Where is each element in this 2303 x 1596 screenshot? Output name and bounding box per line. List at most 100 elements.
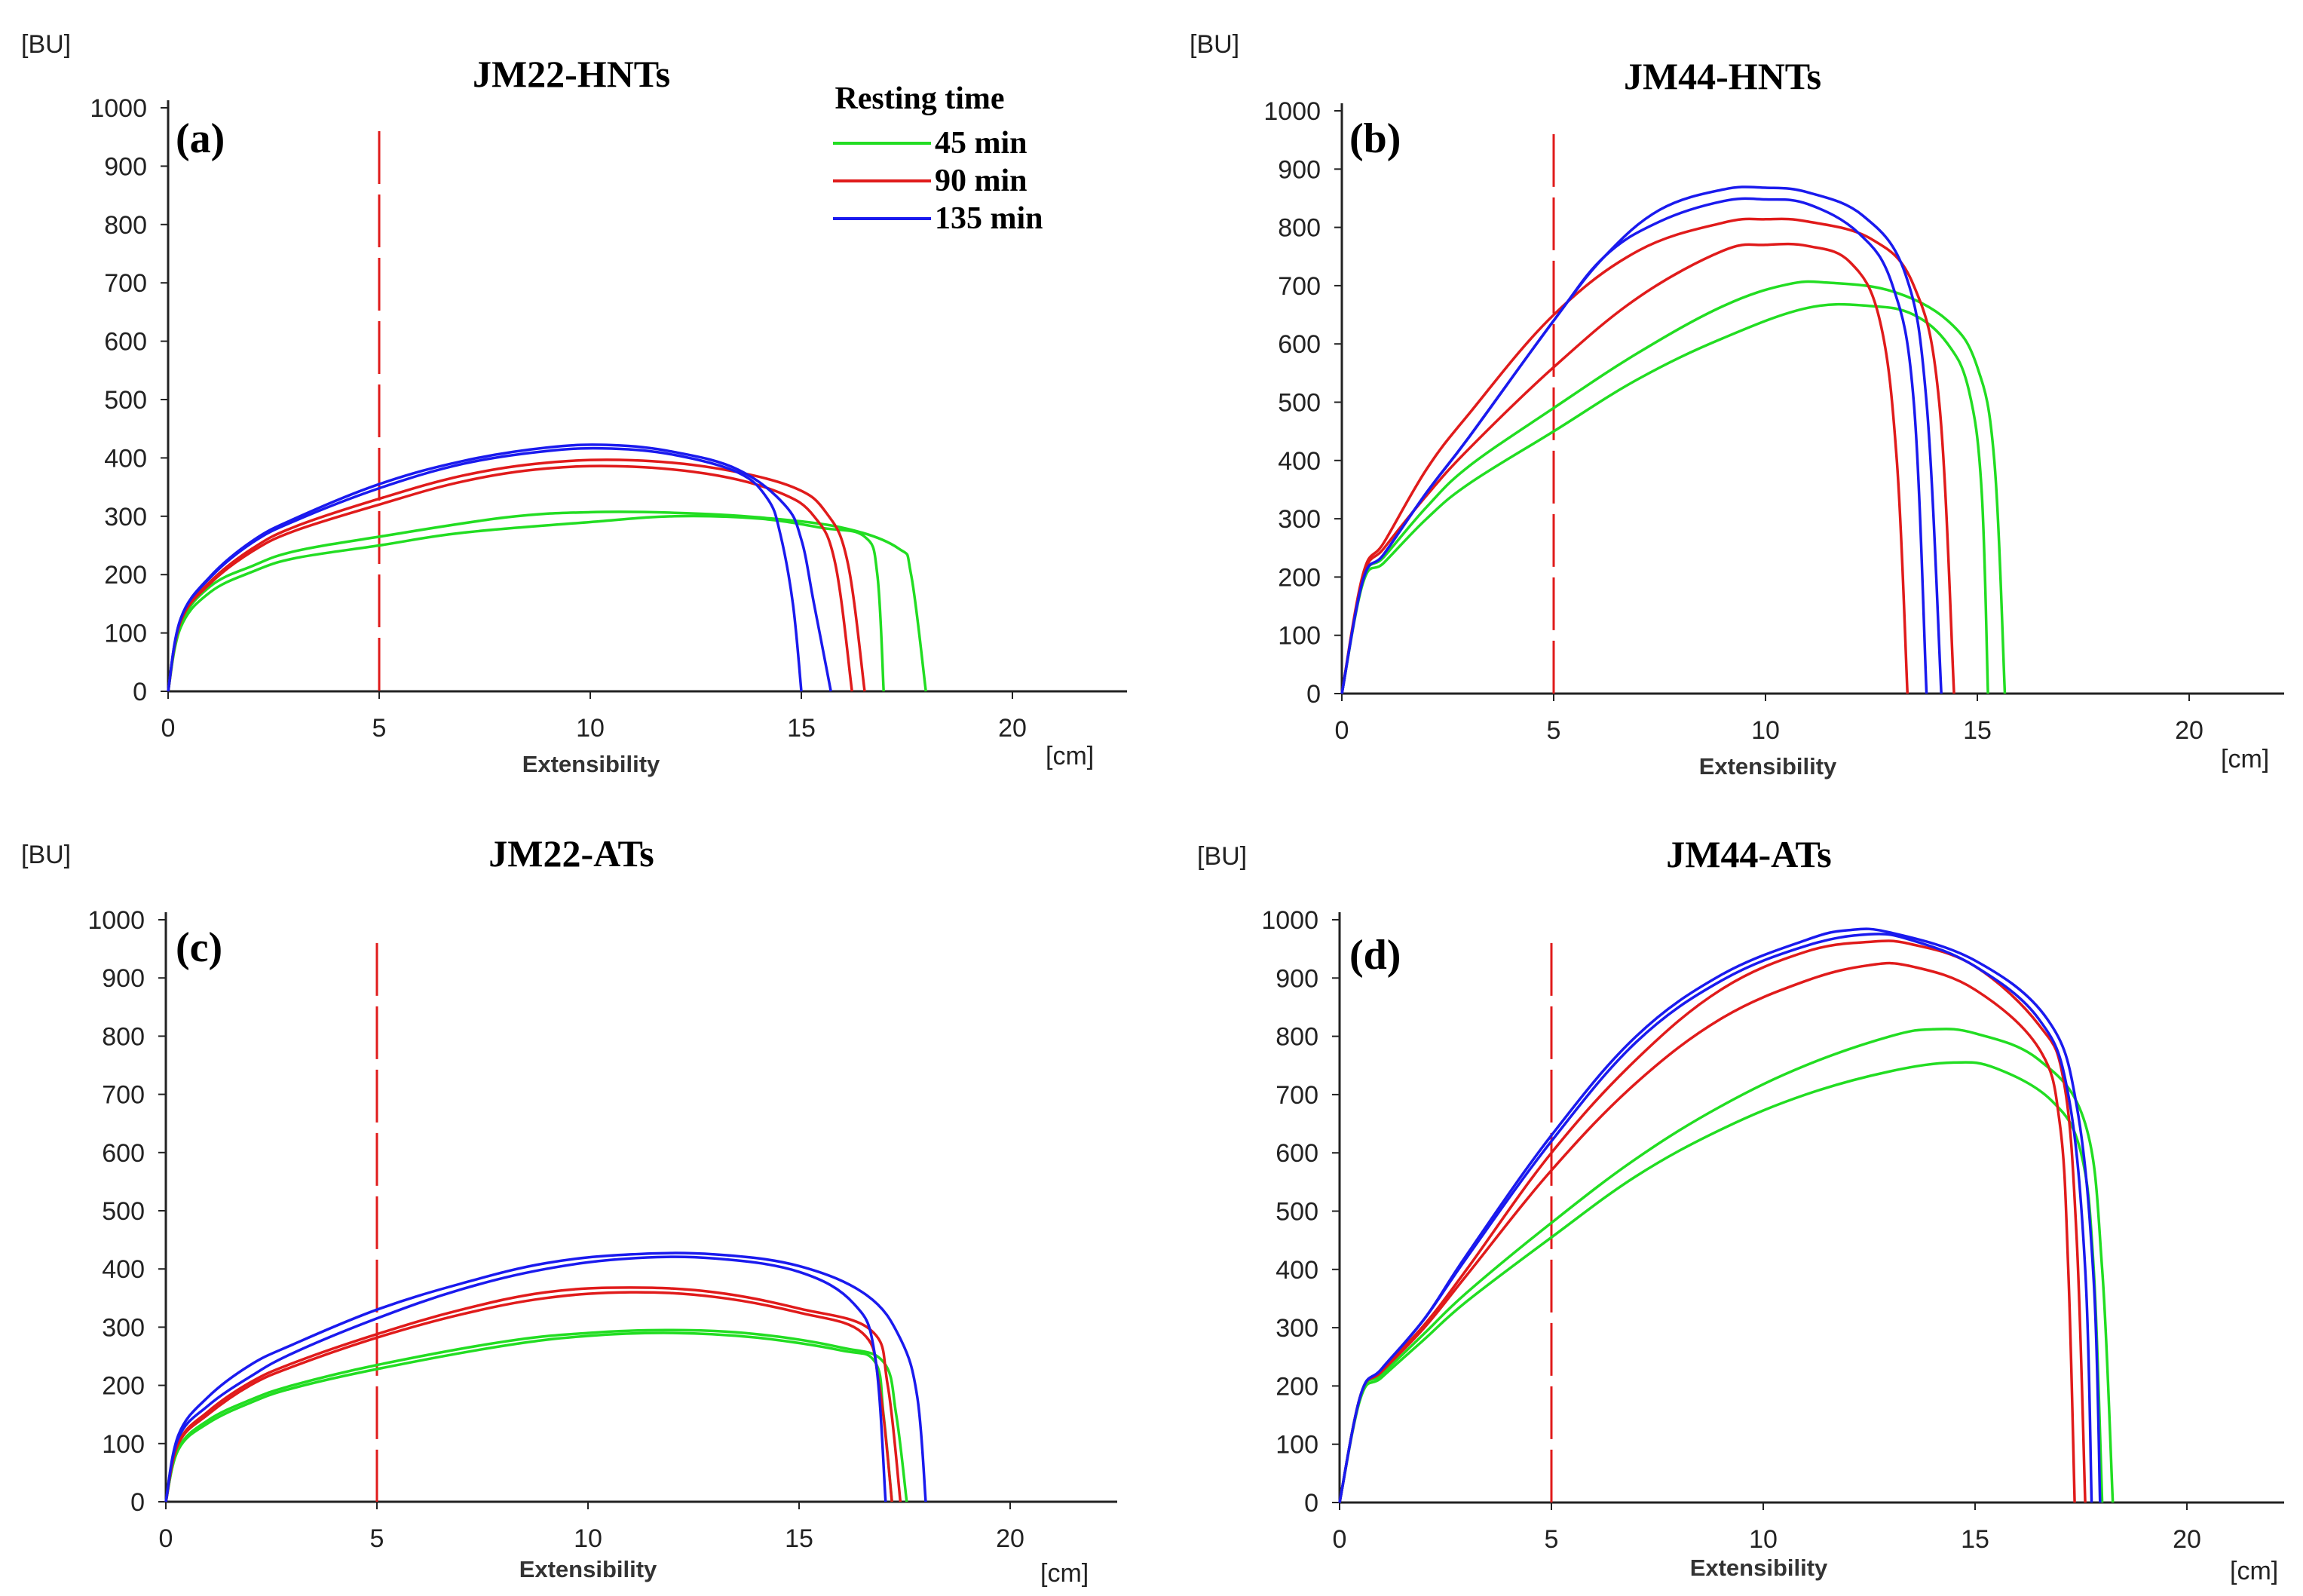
y-unit-label: [BU] bbox=[1197, 842, 1247, 871]
y-tick-label: 1000 bbox=[1263, 97, 1321, 126]
x-tick-label: 20 bbox=[2175, 716, 2203, 745]
y-tick-label: 0 bbox=[1306, 680, 1321, 709]
chart-title: JM44-HNTs bbox=[1624, 55, 1821, 97]
x-unit-label: [cm] bbox=[2221, 745, 2269, 773]
x-unit-label: [cm] bbox=[1046, 742, 1094, 770]
y-tick-label: 900 bbox=[104, 152, 147, 181]
x-tick-label: 5 bbox=[1545, 1525, 1559, 1554]
y-tick-label: 200 bbox=[104, 561, 147, 590]
y-tick-label: 0 bbox=[133, 678, 147, 706]
y-tick-label: 500 bbox=[1276, 1198, 1318, 1227]
y-unit-label: [BU] bbox=[1190, 30, 1239, 59]
series-line-135-min bbox=[1338, 933, 2093, 1503]
y-tick-label: 800 bbox=[1276, 1023, 1318, 1052]
y-tick-label: 0 bbox=[130, 1488, 145, 1517]
series-line-90-min bbox=[164, 1291, 893, 1503]
y-tick-label: 800 bbox=[102, 1022, 145, 1051]
series-line-45-min bbox=[164, 1331, 893, 1503]
series-line-90-min bbox=[167, 464, 853, 692]
y-tick-label: 300 bbox=[1278, 505, 1321, 534]
series-line-90-min bbox=[1340, 242, 1909, 694]
x-tick-label: 5 bbox=[372, 714, 387, 743]
x-tick-label: 20 bbox=[996, 1524, 1024, 1553]
x-tick-label: 5 bbox=[1547, 716, 1561, 745]
x-unit-label: [cm] bbox=[1040, 1559, 1089, 1588]
y-tick-label: 800 bbox=[104, 211, 147, 240]
series-line-45-min bbox=[167, 510, 927, 692]
x-axis-label: Extensibility bbox=[1690, 1555, 1828, 1581]
y-unit-label: [BU] bbox=[21, 841, 71, 869]
y-tick-label: 900 bbox=[1276, 964, 1318, 993]
y-tick-label: 400 bbox=[1276, 1256, 1318, 1285]
y-tick-label: 100 bbox=[102, 1430, 145, 1459]
panel-d: [BU] JM44-ATs (d) Extensibility [cm] 0 10… bbox=[1197, 833, 2284, 1585]
chart-title: JM22-ATs bbox=[488, 832, 654, 875]
chart-title: JM22-HNTs bbox=[473, 53, 670, 95]
x-unit-label: [cm] bbox=[2230, 1557, 2278, 1585]
panel-label: (d) bbox=[1349, 932, 1401, 979]
legend-label-90-min: 90 min bbox=[935, 164, 1027, 198]
y-tick-label: 100 bbox=[104, 620, 147, 648]
y-tick-label: 400 bbox=[104, 444, 147, 473]
y-tick-label: 600 bbox=[102, 1139, 145, 1168]
panel-label: (b) bbox=[1349, 115, 1401, 162]
series-line-45-min bbox=[164, 1328, 908, 1503]
panel-label: (a) bbox=[176, 115, 225, 162]
y-tick-label: 1000 bbox=[90, 94, 147, 123]
x-tick-label: 0 bbox=[1333, 1525, 1347, 1554]
x-axis-label: Extensibility bbox=[1699, 753, 1837, 780]
series-line-90-min bbox=[1340, 217, 1955, 694]
series-line-90-min bbox=[167, 458, 866, 692]
x-tick-label: 5 bbox=[370, 1524, 384, 1553]
y-tick-label: 600 bbox=[1278, 330, 1321, 359]
x-tick-label: 15 bbox=[1961, 1525, 1989, 1554]
x-axis-label: Extensibility bbox=[522, 751, 660, 777]
x-tick-label: 15 bbox=[787, 714, 816, 743]
series-line-90-min bbox=[164, 1286, 902, 1503]
x-tick-label: 20 bbox=[2173, 1525, 2201, 1554]
series-line-90-min bbox=[1338, 939, 2087, 1503]
legend-label-135-min: 135 min bbox=[935, 201, 1043, 236]
x-tick-label: 15 bbox=[1963, 716, 1992, 745]
series-line-45-min bbox=[1340, 280, 2007, 694]
panel-a: [BU] JM22-HNTs (a) Extensibility [cm] Re… bbox=[21, 30, 1127, 777]
series-line-135-min bbox=[1340, 185, 1943, 694]
y-tick-label: 300 bbox=[104, 503, 147, 531]
y-tick-label: 800 bbox=[1278, 214, 1321, 243]
series-line-45-min bbox=[1338, 1028, 2115, 1503]
y-tick-label: 600 bbox=[104, 328, 147, 357]
panel-b: [BU] JM44-HNTs (b) Extensibility [cm] 0 1… bbox=[1190, 30, 2284, 780]
y-tick-label: 700 bbox=[1278, 272, 1321, 301]
series-line-135-min bbox=[164, 1255, 887, 1503]
series-line-135-min bbox=[1340, 197, 1928, 694]
y-tick-label: 400 bbox=[102, 1255, 145, 1284]
y-tick-label: 200 bbox=[102, 1372, 145, 1401]
x-tick-label: 20 bbox=[998, 714, 1027, 743]
legend-label-45-min: 45 min bbox=[935, 126, 1027, 161]
series-line-135-min bbox=[167, 446, 803, 692]
series-line-45-min bbox=[1340, 302, 1989, 694]
series-line-135-min bbox=[167, 443, 832, 692]
x-tick-label: 10 bbox=[574, 1524, 602, 1553]
y-tick-label: 400 bbox=[1278, 447, 1321, 476]
series-line-135-min bbox=[164, 1251, 927, 1503]
y-tick-label: 500 bbox=[1278, 389, 1321, 418]
y-tick-label: 200 bbox=[1278, 563, 1321, 592]
y-tick-label: 900 bbox=[1278, 155, 1321, 184]
y-tick-label: 100 bbox=[1278, 622, 1321, 651]
x-tick-label: 0 bbox=[159, 1524, 173, 1553]
y-tick-label: 900 bbox=[102, 964, 145, 993]
y-tick-label: 500 bbox=[104, 386, 147, 415]
y-tick-label: 700 bbox=[1276, 1081, 1318, 1110]
y-tick-label: 600 bbox=[1276, 1139, 1318, 1168]
y-tick-label: 0 bbox=[1304, 1489, 1318, 1518]
legend-title: Resting time bbox=[835, 81, 1004, 116]
y-tick-label: 700 bbox=[102, 1081, 145, 1110]
y-tick-label: 200 bbox=[1276, 1372, 1318, 1401]
series-line-135-min bbox=[1338, 927, 2102, 1503]
panel-label: (c) bbox=[176, 924, 222, 971]
y-tick-label: 300 bbox=[102, 1313, 145, 1342]
x-tick-label: 0 bbox=[1335, 716, 1349, 745]
y-tick-label: 1000 bbox=[1261, 906, 1318, 935]
